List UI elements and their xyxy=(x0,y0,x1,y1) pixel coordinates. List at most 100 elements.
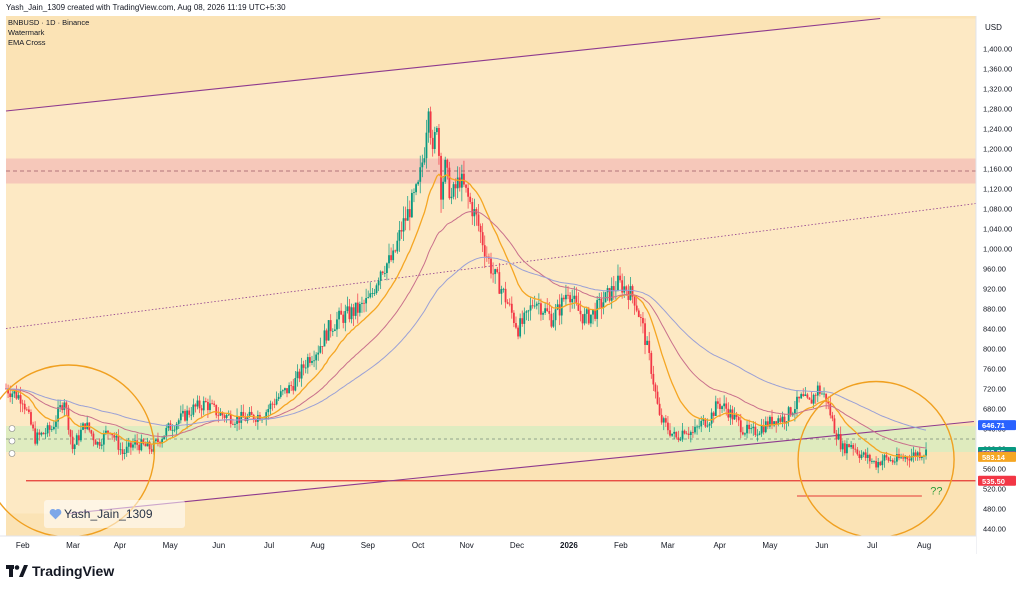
candle-body xyxy=(515,323,517,328)
candle xyxy=(889,455,892,462)
candle-body xyxy=(367,297,370,299)
symbol-line[interactable]: BNBUSD · 1D · Binance xyxy=(8,18,90,27)
candle xyxy=(200,404,203,418)
candle xyxy=(496,267,499,274)
candle xyxy=(288,382,290,394)
candle-body xyxy=(379,271,382,281)
candle-body xyxy=(265,412,268,419)
candle-body xyxy=(317,352,320,355)
candle xyxy=(910,448,913,462)
candle-body xyxy=(565,294,567,300)
candle-body xyxy=(27,409,30,413)
candle-body xyxy=(394,250,397,252)
candle xyxy=(681,422,684,442)
candle-body xyxy=(531,305,534,307)
candle xyxy=(546,298,549,312)
candle-body xyxy=(562,297,565,300)
candle xyxy=(413,188,415,203)
indicator-ema-cross-label[interactable]: EMA Cross xyxy=(8,38,46,47)
candle-body xyxy=(812,394,815,404)
candle xyxy=(121,442,124,461)
candle-body xyxy=(483,245,486,257)
candle xyxy=(473,198,476,227)
candle xyxy=(192,398,195,418)
y-tick-label: 1,120.00 xyxy=(983,185,1012,194)
x-tick-label: May xyxy=(163,541,178,550)
candle xyxy=(621,273,624,299)
indicator-watermark-label[interactable]: Watermark xyxy=(8,28,45,37)
candle xyxy=(467,183,470,209)
candle xyxy=(766,416,769,430)
candle-body xyxy=(375,285,378,293)
candle xyxy=(375,283,378,295)
candle xyxy=(560,293,563,325)
candle-body xyxy=(471,201,474,217)
candle xyxy=(823,387,825,398)
candle xyxy=(529,297,532,321)
y-tick-label: 1,080.00 xyxy=(983,205,1012,214)
candle xyxy=(902,453,905,462)
candle-body xyxy=(687,433,690,435)
candle xyxy=(479,223,482,243)
candle xyxy=(350,303,353,324)
candle-body xyxy=(119,449,122,451)
y-tick-label: 680.00 xyxy=(983,405,1006,414)
candle xyxy=(317,345,320,361)
candle-body xyxy=(696,426,698,428)
candle-body xyxy=(754,426,757,435)
candle xyxy=(492,262,494,283)
candle xyxy=(377,277,380,292)
candle-body xyxy=(71,436,74,450)
candle-body xyxy=(883,455,886,461)
candle-body xyxy=(592,310,594,315)
candle-body xyxy=(173,429,176,431)
candle-body xyxy=(223,415,226,418)
candle-body xyxy=(269,403,272,410)
candle-body xyxy=(652,373,655,385)
candle xyxy=(752,420,755,436)
candle-body xyxy=(98,441,101,446)
candle-body xyxy=(741,432,744,435)
y-tick-label: 1,160.00 xyxy=(983,165,1012,174)
candle xyxy=(504,281,507,309)
candle-body xyxy=(433,132,436,150)
candle-body xyxy=(80,429,82,441)
candle xyxy=(390,247,392,262)
candle-body xyxy=(200,408,203,411)
candle-body xyxy=(879,461,882,466)
candle-body xyxy=(217,415,220,417)
candle xyxy=(639,314,642,327)
candle xyxy=(477,204,480,232)
candle xyxy=(358,301,361,317)
candle-body xyxy=(714,401,717,416)
candle-body xyxy=(662,418,665,423)
candle xyxy=(708,421,711,432)
price-label-badge xyxy=(978,420,1016,431)
candle xyxy=(498,262,501,295)
candle xyxy=(531,299,534,309)
candle-body xyxy=(221,412,224,416)
candle xyxy=(721,405,723,413)
candle xyxy=(352,303,355,326)
candle xyxy=(383,265,386,278)
candle xyxy=(57,399,59,429)
candle xyxy=(854,443,857,453)
y-tick-label: 1,000.00 xyxy=(983,245,1012,254)
candle xyxy=(44,427,47,440)
footer-brand[interactable]: TradingView xyxy=(6,560,114,582)
candle xyxy=(671,433,673,437)
candle-body xyxy=(204,400,207,402)
candle-body xyxy=(331,330,334,332)
candle xyxy=(550,307,553,329)
candle xyxy=(90,429,93,437)
candle xyxy=(635,295,638,313)
candle-body xyxy=(544,308,547,313)
candle xyxy=(506,299,509,305)
x-tick-label: Apr xyxy=(713,541,726,550)
candle xyxy=(883,453,886,468)
candle xyxy=(779,414,782,425)
candle-body xyxy=(818,385,821,394)
candle-body xyxy=(881,460,884,466)
y-tick-label: 960.00 xyxy=(983,265,1006,274)
